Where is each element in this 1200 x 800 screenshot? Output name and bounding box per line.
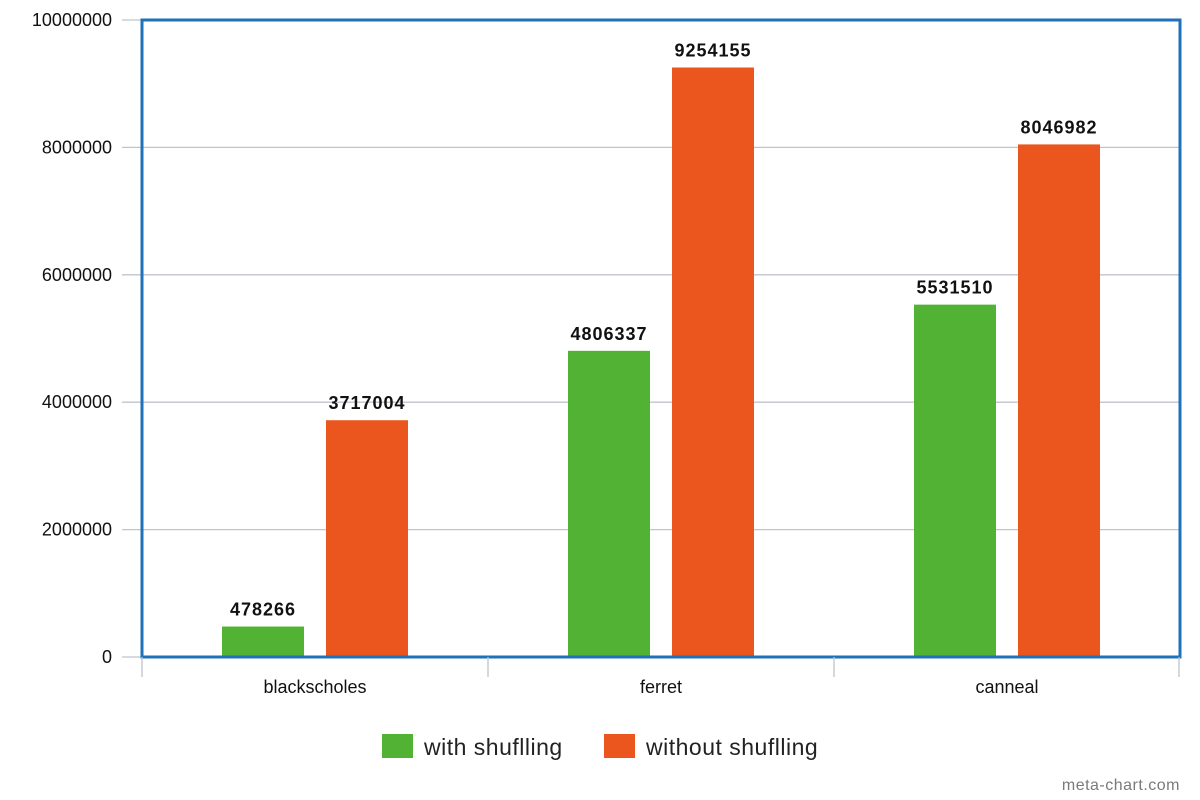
x-tick-label: blackscholes: [263, 677, 366, 697]
y-tick-label: 10000000: [32, 10, 112, 30]
bar-blackscholes-series-0: [222, 626, 304, 657]
legend-label: without shuflling: [645, 734, 818, 760]
bar-value-label: 4806337: [570, 324, 647, 344]
watermark-text: meta-chart.com: [1062, 777, 1180, 794]
x-axis: blackscholes ferret canneal: [141, 657, 1180, 697]
data-labels: 478266 3717004 4806337 9254155 5531510 804698…: [230, 41, 1097, 620]
legend-swatch: [604, 734, 635, 758]
y-tick-label: 8000000: [42, 137, 112, 157]
legend-label: with shuflling: [423, 734, 563, 760]
bar-canneal-series-0: [914, 304, 996, 657]
legend: with shuflling without shuflling: [382, 734, 818, 760]
bar-blackscholes-series-1: [326, 420, 408, 657]
plot-frame: [140, 18, 1182, 659]
y-tick-label: 0: [102, 647, 112, 667]
x-tick-label: canneal: [975, 677, 1038, 697]
bar-value-label: 8046982: [1020, 117, 1097, 137]
x-tick-label: ferret: [640, 677, 682, 697]
legend-swatch: [382, 734, 413, 758]
y-tick-label: 2000000: [42, 520, 112, 540]
bar-canneal-series-1: [1018, 144, 1100, 658]
y-tick-label: 6000000: [42, 265, 112, 285]
y-tick-label: 4000000: [42, 392, 112, 412]
bar-value-label: 5531510: [916, 278, 993, 298]
bar-ferret-series-1: [672, 67, 754, 658]
grid-lines: [122, 19, 1180, 658]
bar-value-label: 3717004: [328, 393, 405, 413]
bar-value-label: 9254155: [674, 41, 751, 61]
bar-value-label: 478266: [230, 600, 296, 620]
bars: [222, 67, 1100, 658]
y-axis-tick-labels: 0 2000000 4000000 6000000 8000000 10000000: [32, 10, 112, 667]
bar-ferret-series-0: [568, 350, 650, 657]
